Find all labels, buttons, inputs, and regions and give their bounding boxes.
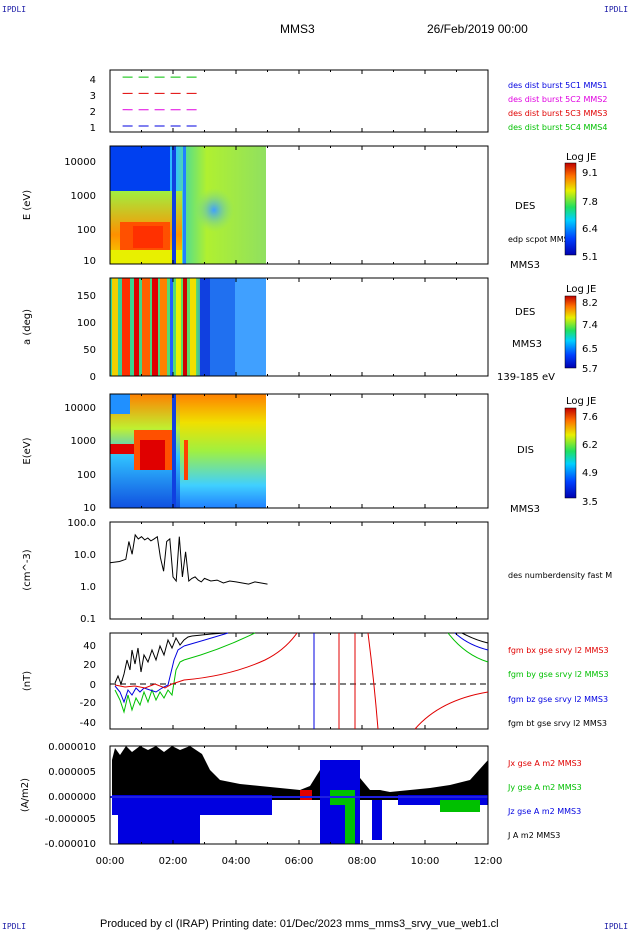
avail-legend-4: des dist burst 5C4 MMS4 — [508, 123, 607, 132]
fgm-ytick-0: 0 — [90, 680, 96, 691]
des-ev-label-des: DES — [515, 201, 535, 212]
pa-label-energy: 139-185 eV — [497, 372, 555, 383]
pa-label-des: DES — [515, 307, 535, 318]
avail-legend-2: des dist burst 5C2 MMS2 — [508, 95, 607, 104]
corner-label-bl: IPDLI — [2, 922, 27, 931]
xtick-1000: 10:00 — [411, 856, 440, 867]
avail-ytick-1: 1 — [90, 123, 96, 134]
pa-colorbar — [564, 295, 577, 369]
des-ev-colorbar — [564, 162, 577, 256]
des-ev-cbar-tick-4: 5.1 — [582, 252, 598, 263]
pa-ytick-150: 150 — [77, 291, 96, 302]
avail-ytick-3: 3 — [90, 91, 96, 102]
dis-label-mms3: MMS3 — [510, 504, 540, 515]
fgm-ytick-20: 20 — [83, 660, 96, 671]
avail-legend-3: des dist burst 5C3 MMS3 — [508, 109, 607, 118]
fgm-ytick-m40: -40 — [80, 718, 96, 729]
fgm-ytick-m20: -20 — [80, 698, 96, 709]
pa-cbar-tick-1: 8.2 — [582, 298, 598, 309]
xtick-0200: 02:00 — [159, 856, 188, 867]
density-panel: 0.1 1.0 10.0 100.0 (cm^-3) des numberden… — [22, 518, 612, 625]
corner-label-tl: IPDLI — [2, 5, 27, 14]
dens-legend: des numberdensity fast M — [508, 571, 612, 580]
dis-ytick-10000: 10000 — [64, 403, 96, 414]
fgm-legend-bz: fgm bz gse srvy l2 MMS3 — [508, 695, 608, 704]
dis-ytick-10: 10 — [83, 503, 96, 514]
fgm-legend-bt: fgm bt gse srvy l2 MMS3 — [508, 719, 607, 728]
pa-ytick-50: 50 — [83, 345, 96, 356]
dis-cbar-tick-1: 7.6 — [582, 412, 598, 423]
des-ev-cbar-tick-2: 7.8 — [582, 197, 598, 208]
pa-ytick-100: 100 — [77, 318, 96, 329]
cur-ytick-10: 0.000010 — [48, 742, 96, 753]
dens-ytick-01: 0.1 — [80, 614, 96, 625]
fgm-legend-bx: fgm bx gse srvy l2 MMS3 — [508, 646, 609, 655]
dis-label: DIS — [517, 445, 534, 456]
pa-label-mms3: MMS3 — [512, 339, 542, 350]
des-ev-ytick-100: 100 — [77, 225, 96, 236]
pa-cbar-tick-2: 7.4 — [582, 320, 598, 331]
cur-ylabel: (A/m2) — [20, 778, 31, 812]
footer-credits: Produced by cl (IRAP) Printing date: 01/… — [100, 918, 499, 930]
pa-ylabel: a (deg) — [22, 309, 33, 345]
pa-ytick-0: 0 — [90, 372, 96, 383]
dens-ytick-10: 10.0 — [74, 550, 96, 561]
avail-legend-1: des dist burst 5C1 MMS1 — [508, 81, 607, 90]
avail-ytick-4: 4 — [90, 75, 96, 86]
cur-ytick-m5: -0.000005 — [45, 814, 96, 825]
fgm-panel: -40 -20 0 20 40 (nT) fgm bx gse srvy l2 … — [22, 632, 609, 730]
des-ev-cbar-title: Log JE — [566, 152, 596, 163]
cur-legend-j: J A m2 MMS3 — [507, 831, 560, 840]
dis-cbar-tick-2: 6.2 — [582, 440, 598, 451]
des-ev-label-scpot: edp scpot MMS3 — [508, 235, 574, 244]
dis-cbar-tick-3: 4.9 — [582, 468, 598, 479]
dis-ytick-1000: 1000 — [71, 436, 96, 447]
dis-ytick-100: 100 — [77, 470, 96, 481]
corner-label-tr: IPDLI — [604, 5, 629, 14]
cur-legend-jy: Jy gse A m2 MMS3 — [507, 783, 582, 792]
pa-cbar-tick-4: 5.7 — [582, 364, 598, 375]
des-ev-ylabel: E (eV) — [22, 190, 33, 220]
density-series-line — [109, 533, 268, 585]
des-pitch-panel: 0 50 100 150 a (deg) DES MMS3 139-185 eV… — [22, 277, 598, 383]
cur-ytick-0: 0.000000 — [48, 792, 96, 803]
xtick-0600: 06:00 — [285, 856, 314, 867]
fgm-ytick-40: 40 — [83, 641, 96, 652]
dis-ylabel: E(eV) — [22, 437, 33, 464]
fgm-legend-by: fgm by gse srvy l2 MMS3 — [508, 670, 609, 679]
corner-label-br: IPDLI — [604, 922, 629, 931]
dens-ytick-1: 1.0 — [80, 582, 96, 593]
cur-legend-jz: Jz gse A m2 MMS3 — [507, 807, 581, 816]
dis-cbar-tick-4: 3.5 — [582, 497, 598, 508]
dis-colorbar — [564, 407, 577, 499]
des-ev-label-mms3: MMS3 — [510, 260, 540, 271]
cur-ytick-m10: -0.000010 — [45, 839, 96, 850]
dis-energy-panel: 10 100 1000 10000 E(eV) DIS MMS3 Log JE … — [22, 393, 598, 515]
availability-panel: 1 2 3 4 des dist burst 5C1 MMS1 des dist… — [90, 69, 607, 134]
xtick-0800: 08:00 — [348, 856, 377, 867]
avail-ytick-2: 2 — [90, 107, 96, 118]
des-ev-cbar-tick-3: 6.4 — [582, 224, 598, 235]
des-energy-panel: 10 100 1000 10000 E (eV) DES edp scpot M… — [22, 145, 598, 271]
dens-ytick-100: 100.0 — [67, 518, 96, 529]
des-ev-ytick-10000: 10000 — [64, 157, 96, 168]
dis-cbar-title: Log JE — [566, 396, 596, 407]
fgm-ylabel: (nT) — [22, 671, 33, 691]
xtick-0000: 00:00 — [96, 856, 125, 867]
spacecraft-title: MMS3 — [280, 22, 315, 36]
pa-cbar-tick-3: 6.5 — [582, 344, 598, 355]
date-title: 26/Feb/2019 00:00 — [427, 22, 528, 36]
des-ev-ytick-10: 10 — [83, 256, 96, 267]
cur-ytick-5: 0.000005 — [48, 767, 96, 778]
des-ev-cbar-tick-1: 9.1 — [582, 168, 598, 179]
pa-cbar-title: Log JE — [566, 284, 596, 295]
dens-ylabel: (cm^-3) — [22, 549, 33, 590]
current-panel: -0.000010 -0.000005 0.000000 0.000005 0.… — [20, 742, 582, 850]
xtick-0400: 04:00 — [222, 856, 251, 867]
xtick-1200: 12:00 — [474, 856, 503, 867]
des-ev-ytick-1000: 1000 — [71, 191, 96, 202]
cur-legend-jx: Jx gse A m2 MMS3 — [507, 759, 582, 768]
